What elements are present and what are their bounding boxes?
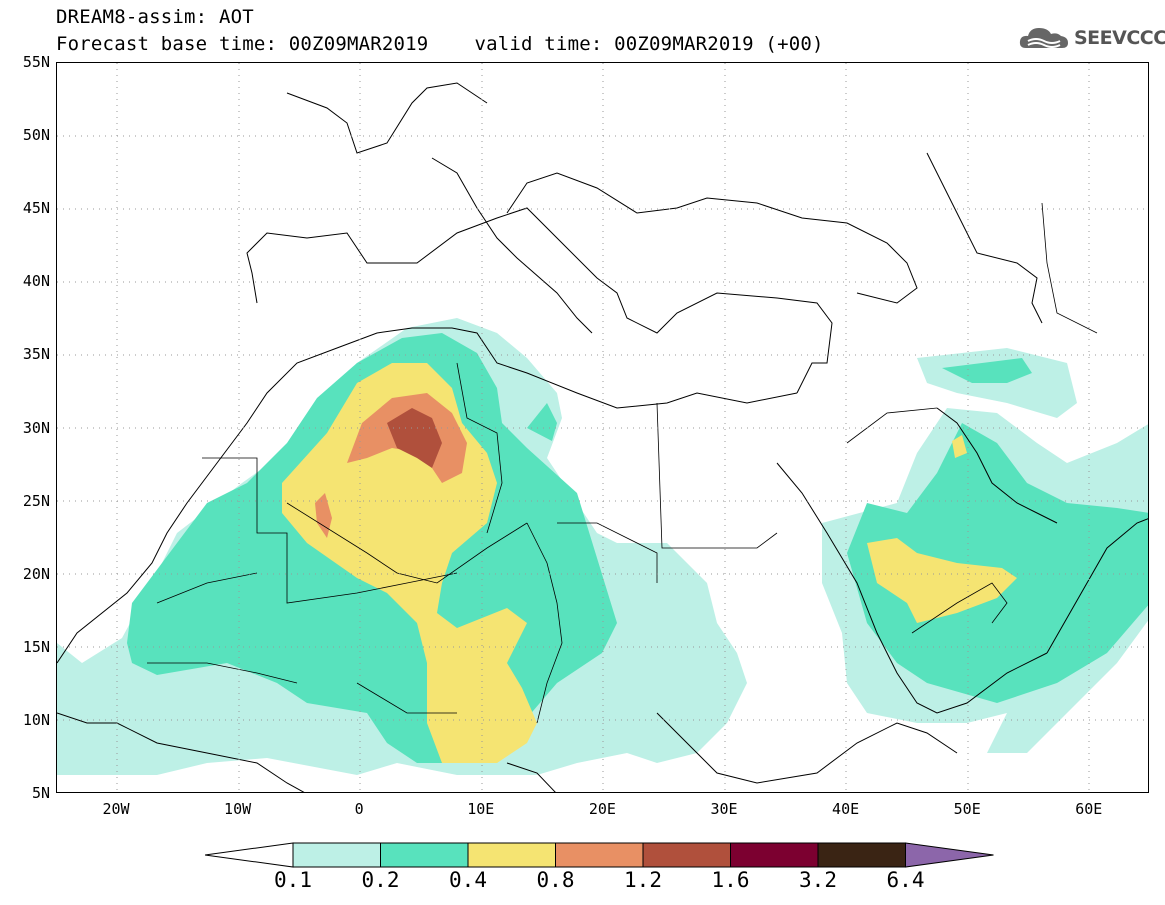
lon-label: 20W [102,800,130,818]
colorbar-label: 0.4 [449,868,487,892]
coastlines-and-borders [57,82,1148,792]
colorbar-segment [642,842,731,868]
colorbar-min-triangle [205,842,294,868]
graticule [57,63,1148,792]
colorbar-label: 6.4 [886,868,925,892]
logo-text: SEEVCCC [1074,27,1165,49]
lat-label: 30N [22,418,50,437]
lon-label: 10E [467,800,495,818]
lon-label: 10W [224,800,252,818]
map-canvas [57,63,1148,792]
aot-level-1.2-area [387,408,442,468]
colorbar-segment [380,842,469,868]
aot-level-0.4-area [282,363,1017,763]
lat-label: 15N [22,637,50,656]
map-plot-area [56,62,1149,793]
lat-label: 25N [22,491,50,510]
lon-label: 20E [588,800,616,818]
colorbar-label: 0.2 [361,868,400,892]
colorbar-max-triangle [905,842,994,868]
lon-label: 40E [832,800,860,818]
map-title: DREAM8-assim: AOT [56,6,254,28]
lat-label: 40N [22,272,50,291]
colorbar-label: 0.1 [274,868,312,892]
lat-label: 35N [22,345,50,364]
lon-label: 50E [953,800,981,818]
forecast-base-time: Forecast base time: 00Z09MAR2019 [56,33,429,55]
time-info: Forecast base time: 00Z09MAR2019 valid ti… [56,33,824,55]
lat-label: 10N [22,710,50,729]
lat-label: 55N [22,53,50,71]
colorbar-segment [555,842,644,868]
valid-time: valid time: 00Z09MAR2019 (+00) [474,33,824,55]
lat-label: 45N [22,199,50,218]
lon-label: 60E [1075,800,1103,818]
colorbar-segment [467,842,556,868]
colorbar [205,842,994,868]
colorbar-label: 3.2 [799,868,837,892]
lon-label: 30E [710,800,738,818]
country-borders [147,202,1098,724]
lat-label: 50N [22,126,50,145]
colorbar-segment [292,842,381,868]
seevccc-logo: SEEVCCC [1018,24,1165,52]
lon-label: 0 [354,800,364,818]
lat-label: 20N [22,564,50,583]
colorbar-label: 1.2 [624,868,662,892]
colorbar-label: 1.6 [711,868,750,892]
colorbar-segment [817,842,906,868]
lat-label: 5N [31,784,50,802]
colorbar-label: 0.8 [536,868,575,892]
colorbar-segment [730,842,819,868]
cloud-icon [1019,28,1068,48]
